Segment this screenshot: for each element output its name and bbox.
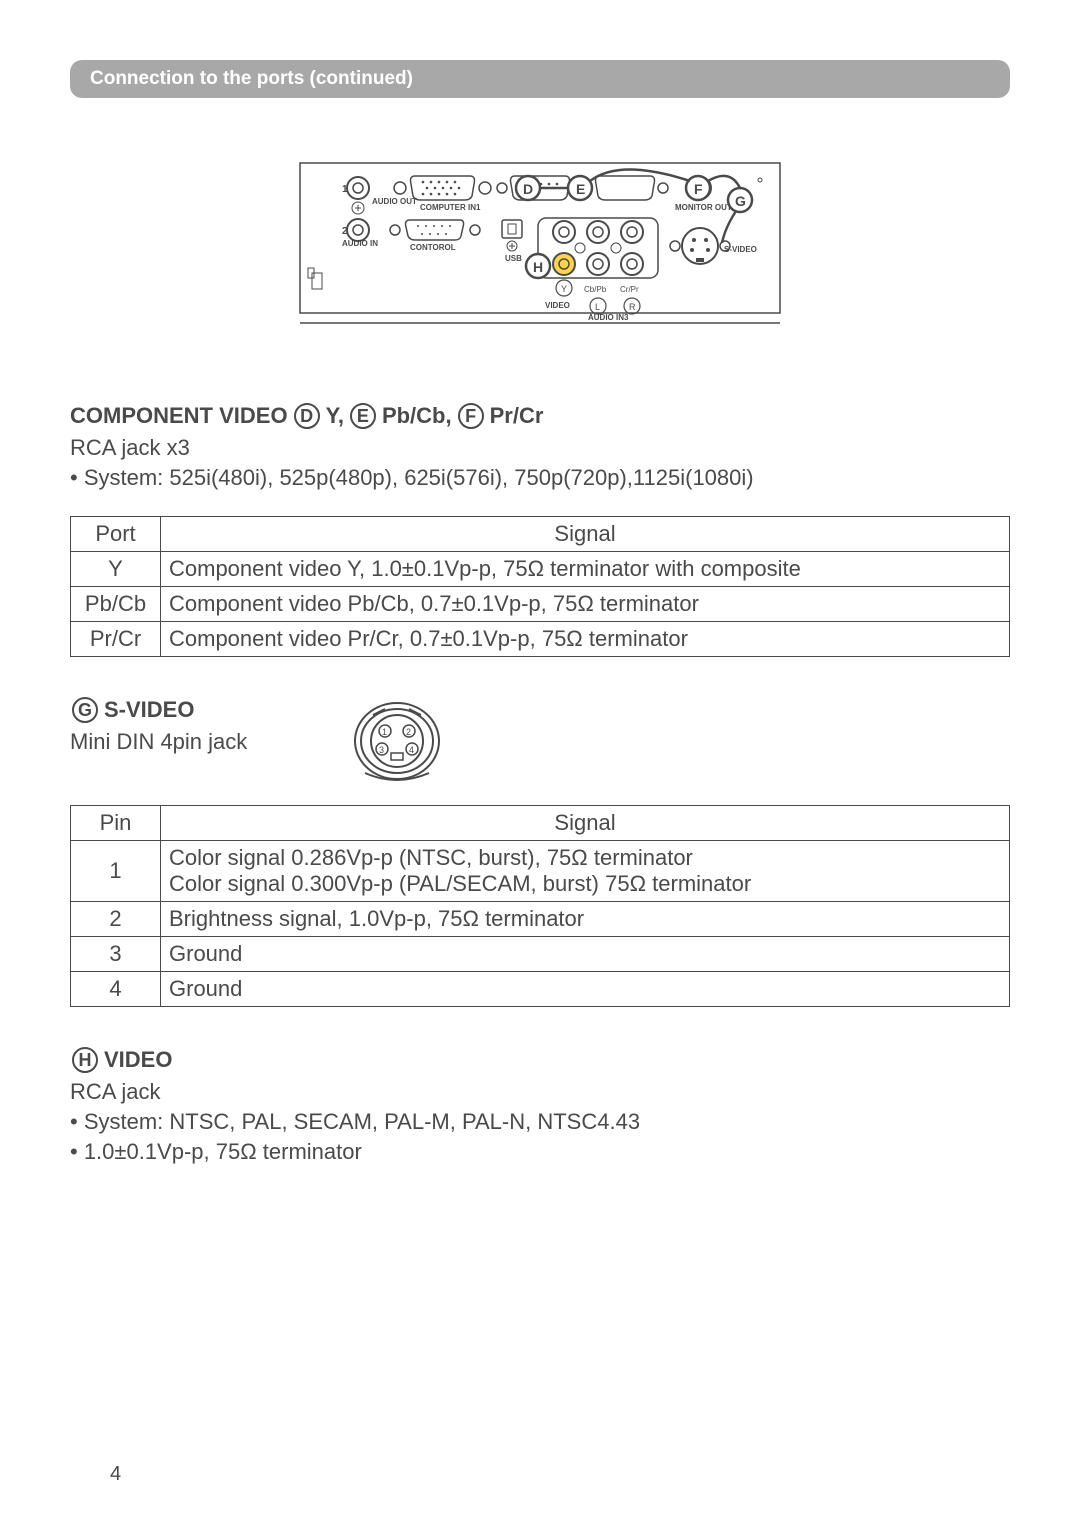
video-jack: RCA jack bbox=[70, 1079, 1010, 1105]
svg-text:F: F bbox=[694, 181, 703, 197]
header-title: Connection to the ports (continued) bbox=[90, 68, 413, 89]
component-video-prefix: COMPONENT VIDEO bbox=[70, 403, 288, 429]
svg-text:D: D bbox=[523, 181, 533, 197]
th-pin: Pin bbox=[71, 806, 161, 841]
cell-signal: Color signal 0.286Vp-p (NTSC, burst), 75… bbox=[161, 841, 1010, 902]
svg-text:E: E bbox=[576, 181, 585, 197]
svg-text:S-VIDEO: S-VIDEO bbox=[724, 245, 757, 254]
cell-port: Pr/Cr bbox=[71, 622, 161, 657]
svg-text:1: 1 bbox=[342, 184, 348, 195]
cell-signal: Component video Pb/Cb, 0.7±0.1Vp-p, 75Ω … bbox=[161, 587, 1010, 622]
svideo-jack: Mini DIN 4pin jack bbox=[70, 729, 247, 755]
component-system: • System: 525i(480i), 525p(480p), 625i(5… bbox=[70, 465, 1010, 491]
table-row: Pb/Cb Component video Pb/Cb, 0.7±0.1Vp-p… bbox=[71, 587, 1010, 622]
component-video-title: COMPONENT VIDEO D Y, E Pb/Cb, F Pr/Cr bbox=[70, 403, 1010, 429]
circle-e: E bbox=[350, 403, 376, 429]
svg-text:AUDIO OUT: AUDIO OUT bbox=[372, 197, 417, 206]
cell-pin: 4 bbox=[71, 972, 161, 1007]
cell-port: Y bbox=[71, 552, 161, 587]
svg-text:AUDIO IN: AUDIO IN bbox=[342, 239, 378, 248]
table-header-row: Port Signal bbox=[71, 517, 1010, 552]
th-signal: Signal bbox=[161, 806, 1010, 841]
svg-text:CONTOROL: CONTOROL bbox=[410, 243, 456, 252]
port-diagram-icon: 1 2 AUDIO OUT AUDIO IN COMPUTER IN1 CONT… bbox=[280, 148, 800, 348]
port-diagram-container: 1 2 AUDIO OUT AUDIO IN COMPUTER IN1 CONT… bbox=[70, 148, 1010, 348]
svg-text:Y: Y bbox=[561, 284, 567, 294]
video-title: H VIDEO bbox=[70, 1047, 1010, 1073]
svg-text:4: 4 bbox=[409, 745, 414, 755]
cell-pin: 2 bbox=[71, 902, 161, 937]
svg-text:1: 1 bbox=[382, 727, 387, 737]
cell-pin: 1 bbox=[71, 841, 161, 902]
cell-pin: 3 bbox=[71, 937, 161, 972]
component-jack: RCA jack x3 bbox=[70, 435, 1010, 461]
svg-text:AUDIO IN3: AUDIO IN3 bbox=[588, 313, 629, 322]
label-pbcb: Pb/Cb, bbox=[382, 403, 452, 429]
svg-text:3: 3 bbox=[379, 745, 384, 755]
video-label: VIDEO bbox=[104, 1047, 172, 1073]
svg-text:MONITOR OUT: MONITOR OUT bbox=[675, 203, 732, 212]
svg-text:G: G bbox=[735, 193, 746, 209]
svg-text:COMPUTER IN1: COMPUTER IN1 bbox=[420, 203, 481, 212]
cell-signal: Component video Y, 1.0±0.1Vp-p, 75Ω term… bbox=[161, 552, 1010, 587]
cell-port: Pb/Cb bbox=[71, 587, 161, 622]
table-row: 1 Color signal 0.286Vp-p (NTSC, burst), … bbox=[71, 841, 1010, 902]
component-video-table: Port Signal Y Component video Y, 1.0±0.1… bbox=[70, 516, 1010, 657]
svg-text:R: R bbox=[629, 302, 636, 312]
circle-h: H bbox=[72, 1047, 98, 1073]
circle-d: D bbox=[294, 403, 320, 429]
th-port: Port bbox=[71, 517, 161, 552]
table-row: 3 Ground bbox=[71, 937, 1010, 972]
header-bar: Connection to the ports (continued) bbox=[70, 60, 1010, 98]
svg-text:Cr/Pr: Cr/Pr bbox=[620, 285, 639, 294]
svideo-header-row: G S-VIDEO Mini DIN 4pin jack 1 2 3 4 bbox=[70, 697, 1010, 787]
cell-signal: Component video Pr/Cr, 0.7±0.1Vp-p, 75Ω … bbox=[161, 622, 1010, 657]
video-system: • System: NTSC, PAL, SECAM, PAL-M, PAL-N… bbox=[70, 1109, 1010, 1135]
svideo-table: Pin Signal 1 Color signal 0.286Vp-p (NTS… bbox=[70, 805, 1010, 1007]
svg-text:L: L bbox=[595, 302, 600, 312]
svg-text:Cb/Pb: Cb/Pb bbox=[584, 285, 607, 294]
label-y: Y, bbox=[326, 403, 344, 429]
page-number: 4 bbox=[110, 1463, 121, 1486]
svg-text:VIDEO: VIDEO bbox=[545, 301, 570, 310]
label-prcr: Pr/Cr bbox=[490, 403, 544, 429]
table-row: 4 Ground bbox=[71, 972, 1010, 1007]
video-spec: • 1.0±0.1Vp-p, 75Ω terminator bbox=[70, 1139, 1010, 1165]
table-header-row: Pin Signal bbox=[71, 806, 1010, 841]
table-row: Y Component video Y, 1.0±0.1Vp-p, 75Ω te… bbox=[71, 552, 1010, 587]
circle-g: G bbox=[72, 697, 98, 723]
circle-f: F bbox=[458, 403, 484, 429]
din-connector-icon: 1 2 3 4 bbox=[347, 697, 447, 787]
svideo-title: G S-VIDEO bbox=[70, 697, 247, 723]
svideo-label: S-VIDEO bbox=[104, 697, 194, 723]
cell-signal: Ground bbox=[161, 972, 1010, 1007]
cell-signal: Brightness signal, 1.0Vp-p, 75Ω terminat… bbox=[161, 902, 1010, 937]
table-row: 2 Brightness signal, 1.0Vp-p, 75Ω termin… bbox=[71, 902, 1010, 937]
svg-text:USB: USB bbox=[505, 254, 522, 263]
svg-text:H: H bbox=[533, 259, 543, 275]
cell-signal: Ground bbox=[161, 937, 1010, 972]
svg-text:2: 2 bbox=[406, 727, 411, 737]
svg-text:2: 2 bbox=[342, 226, 348, 237]
table-row: Pr/Cr Component video Pr/Cr, 0.7±0.1Vp-p… bbox=[71, 622, 1010, 657]
th-signal: Signal bbox=[161, 517, 1010, 552]
